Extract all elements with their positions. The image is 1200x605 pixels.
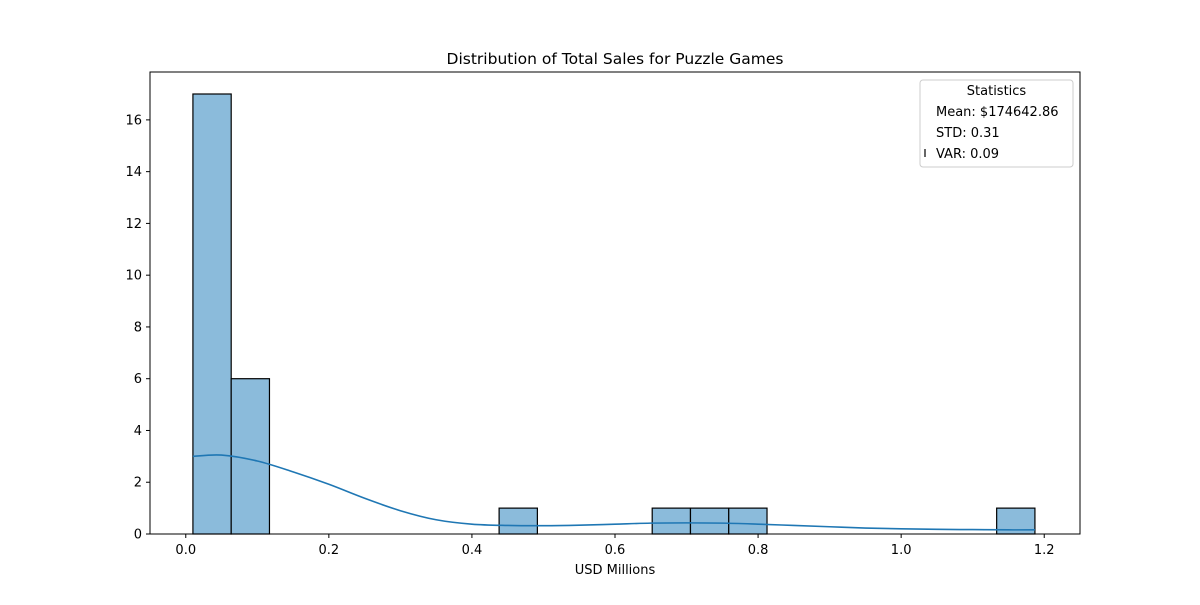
y-tick-label: 10 bbox=[125, 269, 142, 284]
x-axis-label: USD Millions bbox=[575, 563, 656, 578]
x-tick-label: 0.8 bbox=[748, 543, 769, 558]
legend-title: Statistics bbox=[967, 84, 1027, 99]
y-axis-ticks: 0 2 4 6 8 10 12 14 16 bbox=[125, 113, 150, 543]
y-tick-label: 2 bbox=[134, 476, 142, 491]
kde-layer bbox=[192, 454, 1035, 531]
y-tick-label: 8 bbox=[134, 320, 142, 335]
x-tick-label: 0.6 bbox=[605, 543, 626, 558]
x-tick-label: 1.0 bbox=[891, 543, 912, 558]
y-tick-label: 6 bbox=[134, 372, 142, 387]
x-tick-label: 0.0 bbox=[175, 543, 196, 558]
chart-title: Distribution of Total Sales for Puzzle G… bbox=[447, 50, 784, 68]
y-tick-label: 4 bbox=[134, 424, 142, 439]
legend-box bbox=[919, 79, 1074, 168]
histogram-bar bbox=[192, 93, 232, 535]
y-tick-label: 12 bbox=[125, 217, 142, 232]
x-tick-label: 1.2 bbox=[1034, 543, 1055, 558]
y-tick-label: 16 bbox=[125, 113, 142, 128]
x-tick-label: 0.2 bbox=[319, 543, 340, 558]
x-tick-label: 0.4 bbox=[462, 543, 483, 558]
x-axis-ticks: 0.0 0.2 0.4 0.6 0.8 1.0 1.2 bbox=[175, 534, 1055, 558]
y-tick-label: 0 bbox=[134, 528, 142, 543]
histogram-bar bbox=[689, 507, 730, 535]
legend-entry-std: STD: 0.31 bbox=[936, 126, 1000, 141]
histogram-bar bbox=[728, 507, 768, 535]
legend-entry-mean: Mean: $174642.86 bbox=[936, 105, 1059, 120]
histogram-bars bbox=[192, 93, 1036, 535]
kde-line bbox=[192, 454, 1035, 531]
histogram-bar bbox=[651, 507, 692, 535]
y-tick-label: 14 bbox=[125, 165, 142, 180]
histogram-bar bbox=[498, 507, 538, 535]
legend: Statistics Mean: $174642.86 STD: 0.31 VA… bbox=[919, 79, 1074, 168]
legend-entry-var: VAR: 0.09 bbox=[936, 147, 999, 162]
